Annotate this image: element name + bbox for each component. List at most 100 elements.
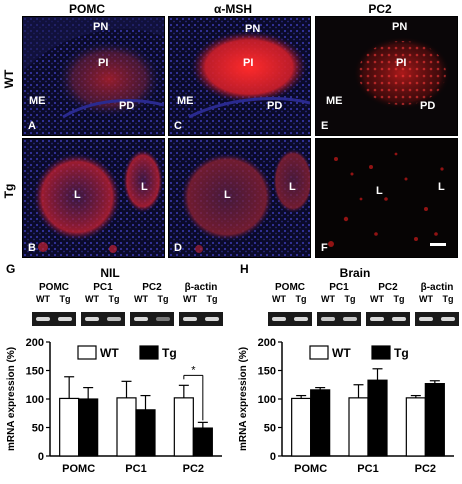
gel-blot (32, 312, 76, 326)
gel-band (272, 317, 286, 321)
label-pn: PN (392, 21, 408, 33)
micrograph-panel-a: PN PI ME PD A (22, 16, 165, 136)
gel-band (343, 317, 357, 321)
blot-lane-label: Tg (59, 294, 71, 304)
x-tick-label: PC2 (183, 463, 204, 475)
blot-lane-label: WT (85, 294, 99, 304)
bar-wt (291, 397, 312, 457)
bar-chart-brain: 0 50 100 150 200 mRNA expression (%) POMC PC1 PC… (238, 337, 454, 475)
blot-gene-label: β-actin (420, 282, 454, 293)
label-pd: PD (267, 100, 283, 112)
blot-gene-label: PC1 (329, 282, 349, 293)
bar-wt (116, 397, 137, 457)
micrograph-c-image (169, 17, 310, 135)
blot-title-nil: NIL (100, 266, 120, 280)
label-lobule: L (224, 189, 231, 201)
legend-swatch (371, 345, 391, 360)
label-lobule: L (376, 185, 383, 197)
label-me: ME (29, 95, 46, 107)
blot-lane-label: Tg (393, 294, 405, 304)
bar-tg (424, 383, 445, 457)
gel-band (156, 317, 170, 321)
gel-band (85, 317, 99, 321)
column-header-pomc: POMC (69, 2, 105, 16)
label-pi: PI (243, 57, 254, 69)
y-tick-label: 0 (270, 451, 276, 463)
y-tick-label: 200 (26, 337, 44, 349)
row-header-wt: WT (2, 69, 16, 89)
micrograph-panel-b: L L B (22, 138, 165, 258)
gel-band (107, 317, 121, 321)
blot-lane-label: Tg (157, 294, 169, 304)
gel-band (205, 317, 219, 321)
row-header-tg: Tg (2, 183, 16, 199)
x-tick-label: POMC (294, 463, 327, 475)
legend-swatch (309, 345, 329, 360)
micrograph-f-image (316, 139, 457, 257)
y-tick-label: 200 (258, 337, 276, 349)
micrograph-d-image (169, 139, 310, 257)
blot-lane-label: WT (370, 294, 384, 304)
gel-band (183, 317, 197, 321)
label-me: ME (326, 95, 343, 107)
label-pi: PI (98, 57, 109, 69)
blot-lane-label: WT (134, 294, 148, 304)
blot-lane-label: WT (321, 294, 335, 304)
gel-band (392, 317, 406, 321)
gel-blot (366, 312, 410, 326)
blot-lane-label: Tg (295, 294, 307, 304)
bar-tg (310, 389, 331, 457)
legend-label: WT (100, 346, 119, 360)
gel-blot (130, 312, 174, 326)
bar-wt (405, 397, 426, 457)
panel-letter-f: F (321, 242, 328, 254)
panel-letter-h: H (240, 262, 249, 276)
label-pd: PD (119, 100, 135, 112)
blot-lane-label: Tg (344, 294, 356, 304)
blot-title-brain: Brain (339, 266, 371, 280)
micrograph-panel-d: L L D (168, 138, 311, 258)
bar-chart-nil: 0 50 100 150 200 mRNA expression (%) POMC PC1 PC… (6, 337, 222, 475)
legend-label: Tg (394, 346, 409, 360)
label-lobule: L (141, 181, 148, 193)
bar-tg (192, 427, 213, 457)
label-lobule: L (289, 181, 296, 193)
blot-gene-label: POMC (275, 282, 305, 293)
gel-blot (415, 312, 459, 326)
label-lobule: L (74, 189, 81, 201)
label-pd: PD (420, 100, 436, 112)
blot-lane-label: WT (183, 294, 197, 304)
y-tick-label: 150 (26, 366, 44, 378)
legend-swatch (139, 345, 159, 360)
micrograph-a-image (23, 17, 164, 135)
y-axis-label: mRNA expression (%) (238, 347, 249, 451)
blot-gene-label: PC1 (93, 282, 113, 293)
micrograph-panel-c: PN PI ME PD C (168, 16, 311, 136)
x-tick-label: PC2 (415, 463, 436, 475)
gel-band (294, 317, 308, 321)
blot-lane-label: Tg (108, 294, 120, 304)
bar-wt (59, 397, 80, 457)
x-tick-label: PC1 (125, 463, 146, 475)
x-tick-label: POMC (62, 463, 95, 475)
blot-gene-label: POMC (39, 282, 69, 293)
x-tick-label: PC1 (357, 463, 378, 475)
significance-marker: * (191, 364, 196, 376)
blot-lane-label: WT (419, 294, 433, 304)
gel-band (321, 317, 335, 321)
gel-blot (81, 312, 125, 326)
blot-lane-label: WT (272, 294, 286, 304)
y-tick-label: 150 (258, 366, 276, 378)
bar-tg (367, 379, 388, 457)
gel-blot (317, 312, 361, 326)
gel-blot (268, 312, 312, 326)
gel-band (441, 317, 455, 321)
label-pn: PN (245, 23, 261, 35)
micrograph-b-image (23, 139, 164, 257)
label-pn: PN (93, 21, 109, 33)
y-axis-label: mRNA expression (%) (6, 347, 17, 451)
legend-label: WT (332, 346, 351, 360)
y-tick-label: 100 (258, 394, 276, 406)
panel-letter-a: A (28, 120, 36, 132)
gel-band (134, 317, 148, 321)
